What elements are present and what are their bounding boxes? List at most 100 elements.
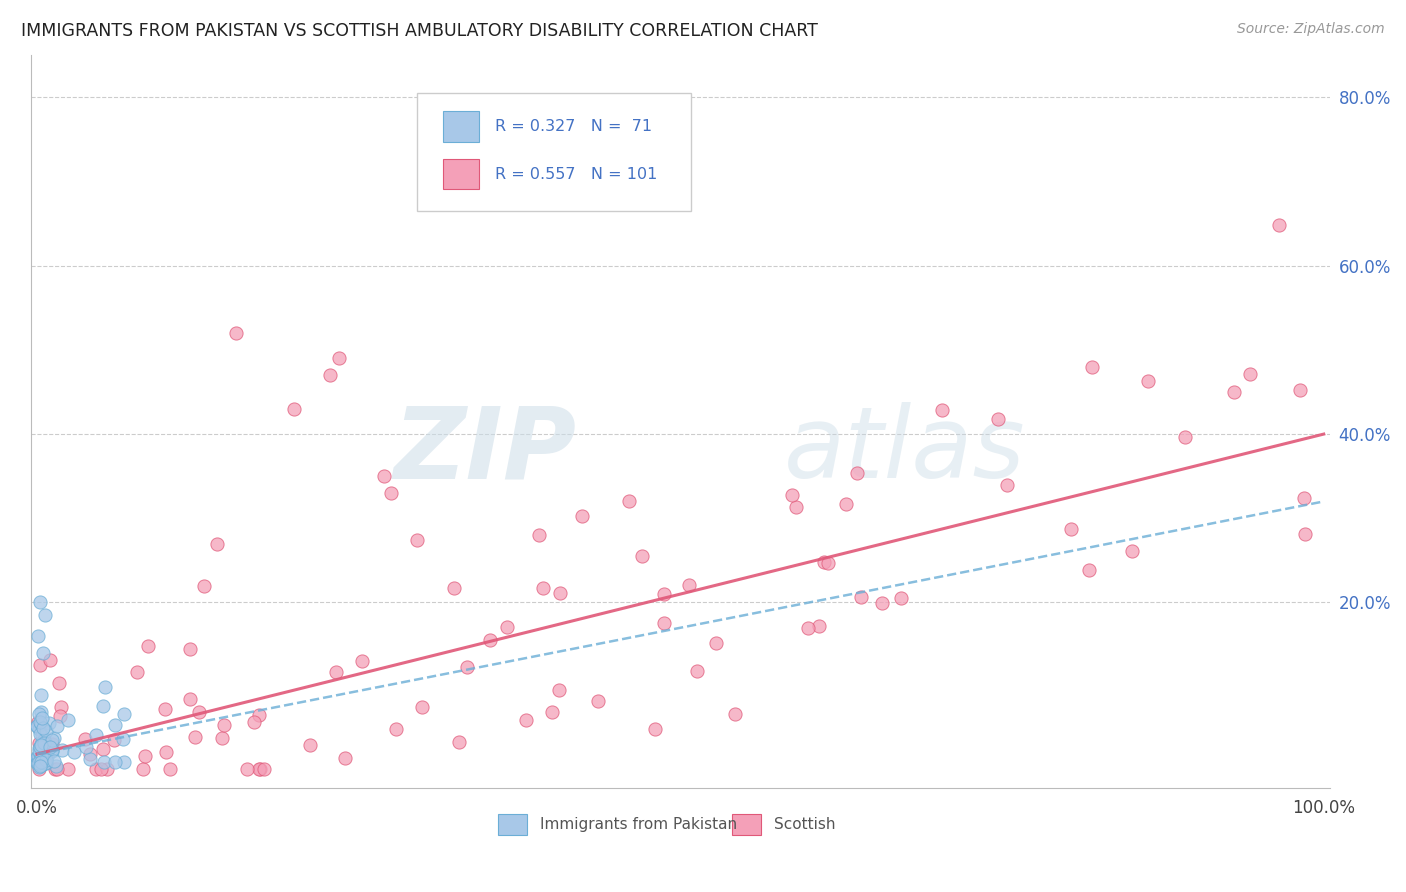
Point bbox=[1174, 430, 1197, 444]
Point bbox=[49, 699, 72, 714]
Point bbox=[155, 745, 177, 759]
Point bbox=[995, 478, 1018, 492]
Point bbox=[30, 658, 52, 673]
Point bbox=[1267, 219, 1289, 233]
Point bbox=[31, 710, 53, 724]
Point bbox=[686, 665, 709, 679]
Point bbox=[479, 633, 502, 648]
Point bbox=[28, 762, 51, 776]
Point bbox=[406, 533, 429, 548]
Point bbox=[253, 762, 276, 776]
Point bbox=[28, 746, 51, 760]
Point bbox=[652, 587, 675, 601]
Point bbox=[931, 403, 953, 417]
Point bbox=[30, 705, 52, 719]
Point bbox=[104, 755, 127, 769]
Point bbox=[299, 738, 322, 752]
Point bbox=[132, 762, 155, 776]
Point bbox=[28, 759, 51, 773]
FancyBboxPatch shape bbox=[443, 111, 479, 142]
Point bbox=[31, 746, 53, 760]
Point bbox=[352, 654, 374, 668]
Text: R = 0.557   N = 101: R = 0.557 N = 101 bbox=[495, 167, 657, 181]
Point bbox=[27, 719, 49, 733]
Point bbox=[548, 683, 571, 698]
Point bbox=[44, 731, 66, 746]
Point bbox=[617, 494, 640, 508]
Point bbox=[1294, 491, 1316, 505]
FancyBboxPatch shape bbox=[498, 814, 527, 836]
Point bbox=[247, 707, 270, 722]
FancyBboxPatch shape bbox=[416, 94, 690, 211]
Point bbox=[25, 719, 48, 733]
Point bbox=[1222, 385, 1244, 400]
Point bbox=[31, 646, 53, 660]
Point bbox=[813, 555, 835, 569]
Point bbox=[1294, 527, 1316, 541]
Point bbox=[79, 751, 101, 765]
Point bbox=[136, 639, 159, 653]
Point bbox=[75, 739, 97, 754]
Point bbox=[704, 636, 727, 650]
Point bbox=[28, 727, 51, 741]
Point bbox=[27, 756, 49, 771]
Point bbox=[41, 737, 63, 751]
Point bbox=[846, 467, 869, 481]
Point bbox=[96, 762, 118, 776]
Point bbox=[93, 755, 115, 769]
Point bbox=[112, 706, 135, 721]
Point bbox=[630, 549, 652, 564]
Point bbox=[159, 762, 181, 776]
Point bbox=[449, 735, 471, 749]
Point bbox=[30, 755, 52, 769]
Point bbox=[38, 716, 60, 731]
Point bbox=[127, 665, 149, 679]
Point bbox=[548, 586, 571, 600]
Point bbox=[652, 615, 675, 630]
Point bbox=[37, 745, 59, 759]
Text: Scottish: Scottish bbox=[773, 817, 835, 832]
Point bbox=[531, 581, 554, 595]
Point bbox=[111, 732, 134, 747]
Point bbox=[380, 486, 402, 500]
Point bbox=[79, 747, 101, 761]
Point bbox=[30, 758, 52, 772]
Point bbox=[32, 721, 55, 735]
Point bbox=[104, 718, 127, 732]
Point bbox=[30, 749, 52, 764]
Text: IMMIGRANTS FROM PAKISTAN VS SCOTTISH AMBULATORY DISABILITY CORRELATION CHART: IMMIGRANTS FROM PAKISTAN VS SCOTTISH AMB… bbox=[21, 22, 818, 40]
Point bbox=[75, 732, 97, 747]
Point bbox=[678, 578, 700, 592]
Point bbox=[1121, 544, 1143, 558]
Point bbox=[34, 753, 56, 767]
Point bbox=[205, 536, 228, 550]
Point bbox=[27, 756, 49, 771]
Point bbox=[34, 756, 56, 771]
FancyBboxPatch shape bbox=[443, 159, 479, 189]
Point bbox=[38, 653, 60, 667]
Point bbox=[817, 556, 839, 570]
Point bbox=[103, 733, 125, 747]
Point bbox=[1060, 522, 1083, 536]
Point bbox=[1078, 563, 1101, 577]
Point bbox=[515, 714, 537, 728]
Point bbox=[32, 732, 55, 747]
Point bbox=[32, 736, 55, 750]
Point bbox=[212, 718, 235, 732]
Point bbox=[247, 762, 270, 776]
Point bbox=[31, 751, 53, 765]
Point bbox=[41, 744, 63, 758]
Point bbox=[27, 748, 49, 763]
Text: Immigrants from Pakistan: Immigrants from Pakistan bbox=[540, 817, 737, 832]
Point bbox=[27, 749, 49, 764]
Point bbox=[27, 715, 49, 730]
Point bbox=[243, 715, 266, 730]
Point bbox=[30, 737, 52, 751]
Point bbox=[870, 596, 893, 610]
Point bbox=[283, 401, 305, 416]
Point bbox=[41, 743, 63, 757]
Point bbox=[45, 762, 67, 776]
Point bbox=[724, 706, 747, 721]
Point bbox=[35, 750, 58, 764]
Point bbox=[797, 621, 820, 635]
